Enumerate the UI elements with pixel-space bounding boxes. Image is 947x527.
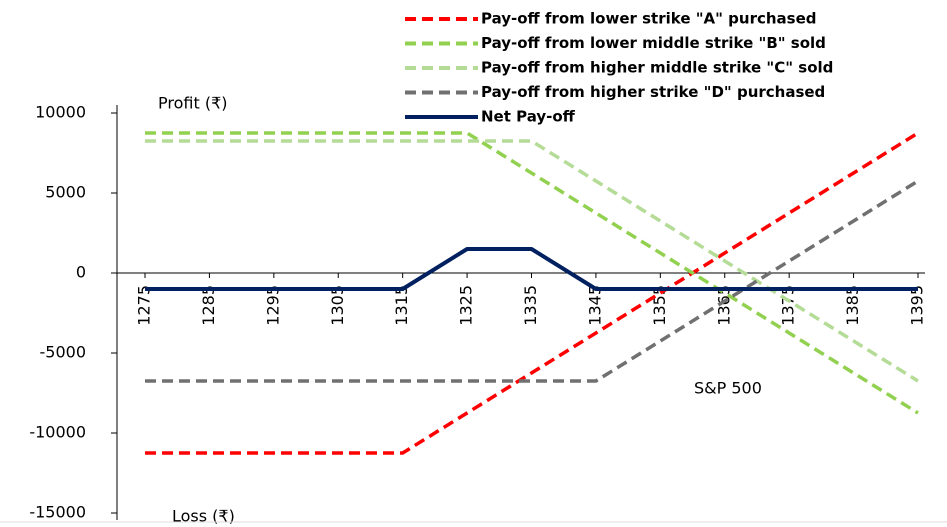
x-tick-label: 1335 xyxy=(521,285,540,326)
x-tick-label: 1305 xyxy=(328,285,347,326)
x-tick-label: 1395 xyxy=(908,285,927,326)
x-tick-label: 1365 xyxy=(714,285,733,326)
series-line xyxy=(145,247,918,291)
legend-label: Pay-off from lower middle strike "B" sol… xyxy=(481,34,826,52)
y-label-bottom: Loss (₹) xyxy=(172,507,235,526)
y-tick-label: 10000 xyxy=(35,103,86,122)
legend-label: Pay-off from higher middle strike "C" so… xyxy=(481,59,833,77)
legend-label: Net Pay-off xyxy=(481,108,576,126)
y-tick-label: -5000 xyxy=(40,343,87,362)
x-axis-label: S&P 500 xyxy=(694,379,762,398)
x-tick-label: 1295 xyxy=(263,285,282,326)
series-line xyxy=(145,131,919,415)
y-tick-label: 5000 xyxy=(45,183,86,202)
x-tick-label: 1325 xyxy=(457,285,476,326)
x-tick-label: 1315 xyxy=(392,285,411,326)
x-tick-label: 1285 xyxy=(199,285,218,326)
x-tick-label: 1385 xyxy=(843,285,862,326)
series-line xyxy=(145,179,919,383)
legend-label: Pay-off from lower strike "A" purchased xyxy=(481,10,817,28)
series-line xyxy=(145,131,919,455)
y-tick-label: -10000 xyxy=(29,423,86,442)
series-line xyxy=(145,139,919,383)
y-label-top: Profit (₹) xyxy=(158,94,227,113)
legend-label: Pay-off from higher strike "D" purchased xyxy=(481,83,825,101)
y-tick-label: 0 xyxy=(76,263,86,282)
y-tick-label: -15000 xyxy=(29,503,86,522)
x-tick-label: 1275 xyxy=(135,285,154,326)
x-tick-label: 1375 xyxy=(779,285,798,326)
x-tick-label: 1345 xyxy=(585,285,604,326)
